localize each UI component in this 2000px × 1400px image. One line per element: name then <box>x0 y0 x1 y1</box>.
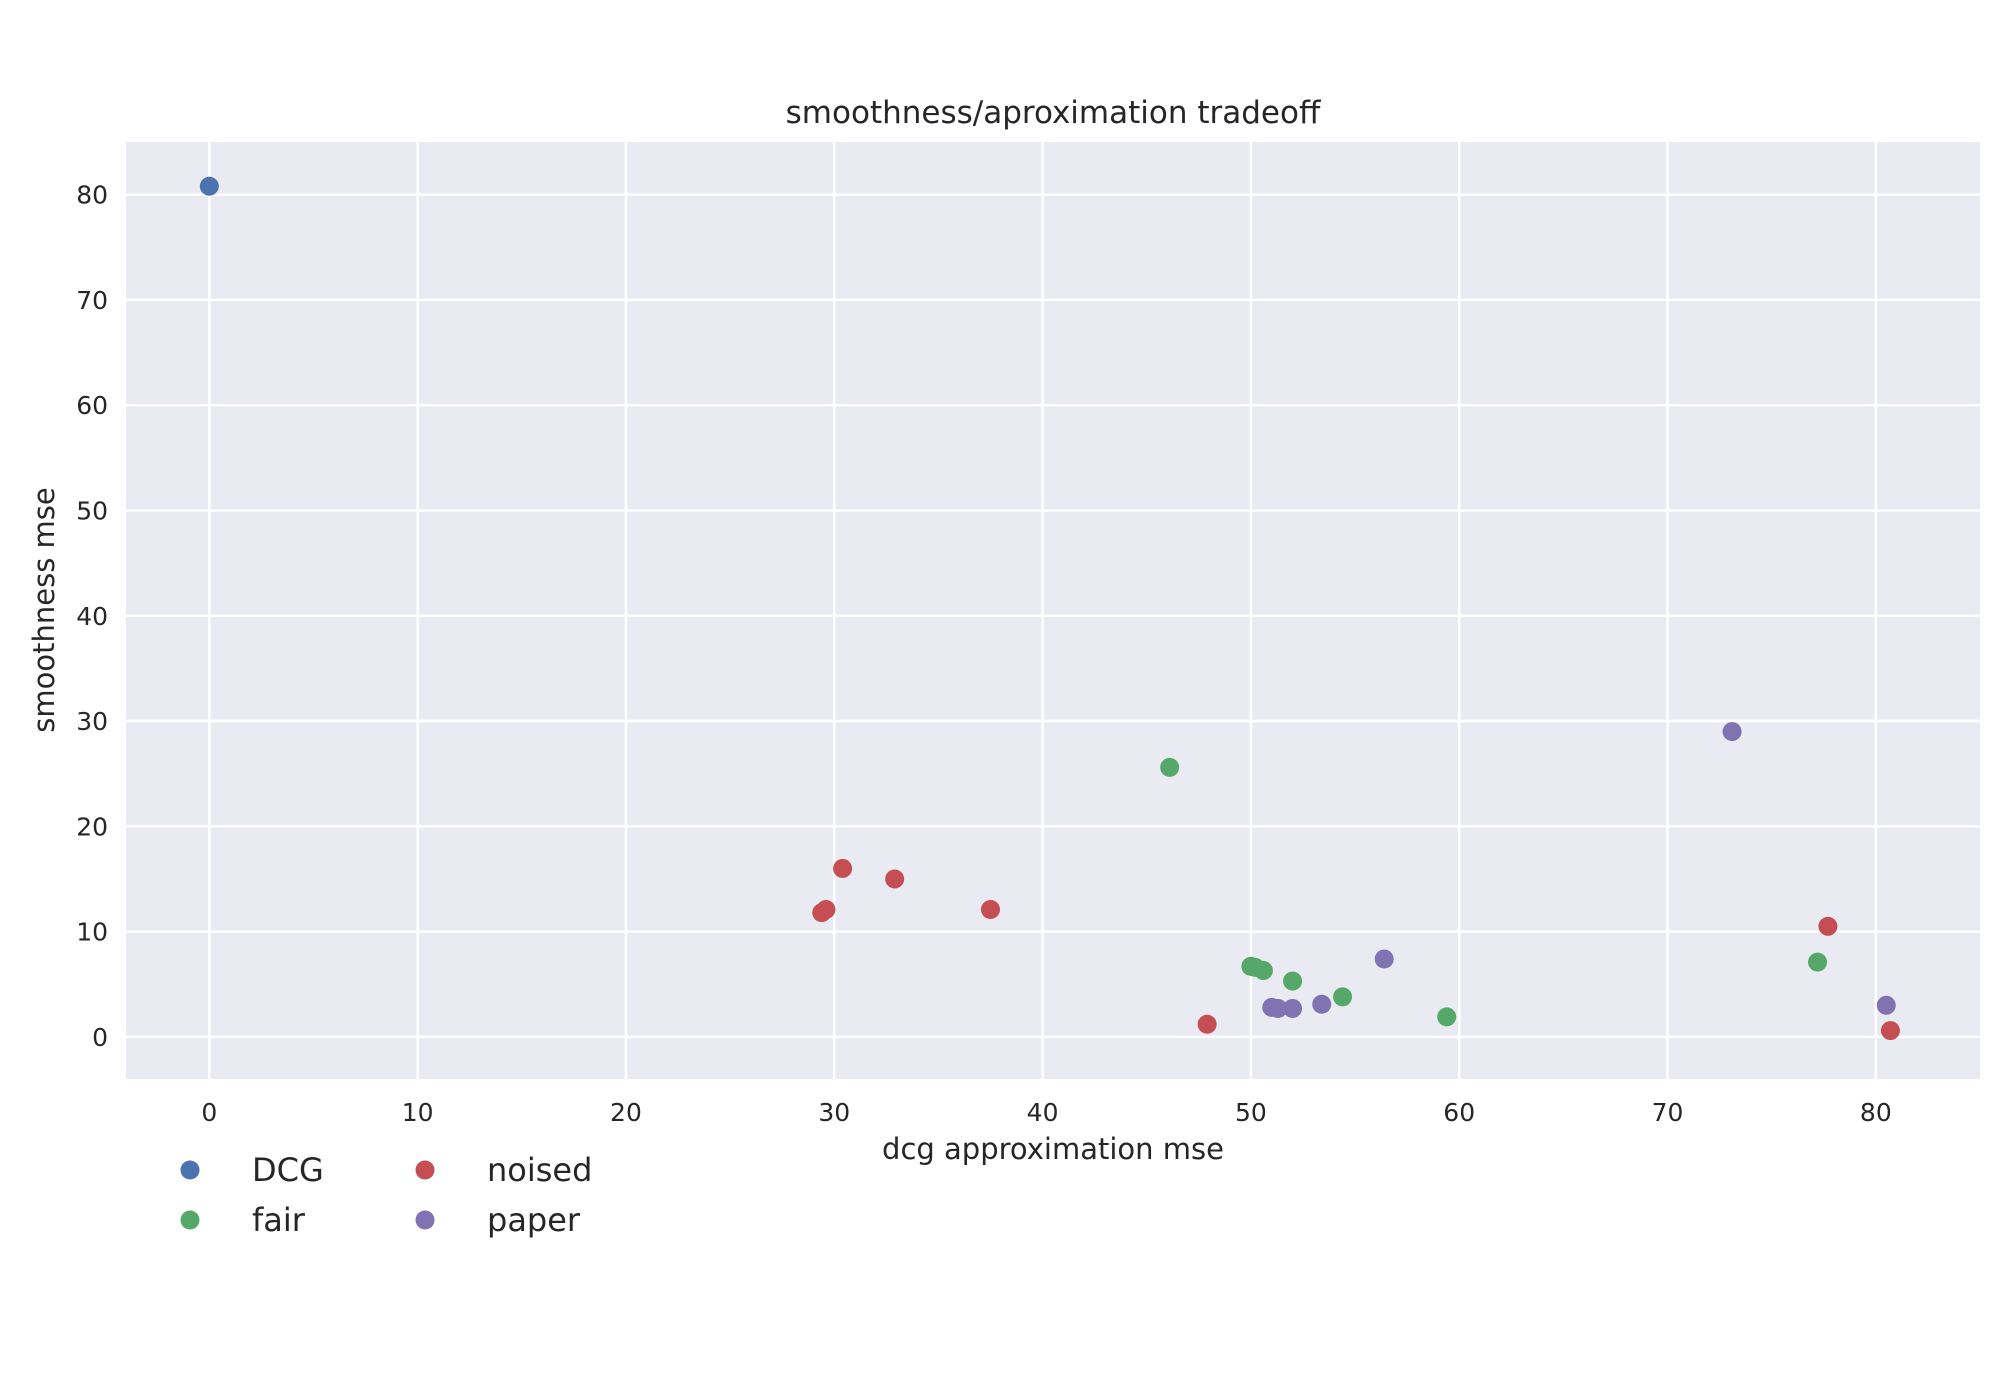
x-tick-label: 50 <box>1235 1098 1267 1127</box>
data-point-noised <box>981 899 1001 919</box>
legend-marker-noised <box>415 1160 435 1180</box>
legend: DCG fair noised paper <box>180 1151 592 1239</box>
x-tick-label: 10 <box>402 1098 434 1127</box>
data-point-paper <box>1268 998 1288 1018</box>
x-tick-label: 0 <box>201 1098 217 1127</box>
y-tick-label: 0 <box>92 1023 108 1052</box>
legend-label-DCG: DCG <box>252 1151 324 1189</box>
data-point-noised <box>1197 1014 1217 1034</box>
data-point-noised <box>1880 1021 1900 1041</box>
data-point-noised <box>1818 916 1838 936</box>
x-tick-label: 40 <box>1027 1098 1059 1127</box>
data-point-fair <box>1160 757 1180 777</box>
x-tick-label: 80 <box>1860 1098 1892 1127</box>
legend-label-fair: fair <box>252 1201 306 1239</box>
chart-title: smoothness/aproximation tradeoff <box>786 95 1321 131</box>
y-tick-label: 10 <box>76 918 108 947</box>
data-point-paper <box>1876 995 1896 1015</box>
y-tick-label: 80 <box>76 181 108 210</box>
data-point-paper <box>1312 994 1332 1014</box>
data-point-paper <box>1722 722 1742 742</box>
data-point-noised <box>885 869 905 889</box>
x-tick-label: 30 <box>818 1098 850 1127</box>
data-point-DCG <box>199 176 219 196</box>
y-tick-label: 60 <box>76 391 108 420</box>
data-point-fair <box>1333 987 1353 1007</box>
data-point-fair <box>1253 961 1273 981</box>
y-tick-label: 20 <box>76 812 108 841</box>
data-point-noised <box>833 858 853 878</box>
data-points <box>199 176 1900 1041</box>
tick-labels: 0 10 20 30 40 50 60 70 80 0 10 20 30 40 50 60 70 80 <box>76 181 1892 1127</box>
legend-marker-paper <box>415 1210 435 1230</box>
x-tick-label: 20 <box>610 1098 642 1127</box>
legend-marker-fair <box>180 1210 200 1230</box>
plot-background <box>126 142 1980 1079</box>
legend-marker-DCG <box>180 1160 200 1180</box>
x-tick-label: 70 <box>1652 1098 1684 1127</box>
y-axis-label: smoothness mse <box>27 487 61 732</box>
grid-lines <box>126 142 1980 1079</box>
y-tick-label: 30 <box>76 707 108 736</box>
legend-label-paper: paper <box>487 1201 581 1239</box>
data-point-fair <box>1437 1007 1457 1027</box>
y-tick-label: 70 <box>76 286 108 315</box>
y-tick-label: 50 <box>76 496 108 525</box>
x-tick-label: 60 <box>1443 1098 1475 1127</box>
data-point-fair <box>1283 971 1303 991</box>
x-axis-label: dcg approximation mse <box>882 1132 1224 1166</box>
data-point-paper <box>1374 949 1394 969</box>
data-point-noised <box>816 899 836 919</box>
data-point-fair <box>1808 952 1828 972</box>
data-point-paper <box>1283 998 1303 1018</box>
legend-label-noised: noised <box>487 1151 592 1189</box>
y-tick-label: 40 <box>76 602 108 631</box>
